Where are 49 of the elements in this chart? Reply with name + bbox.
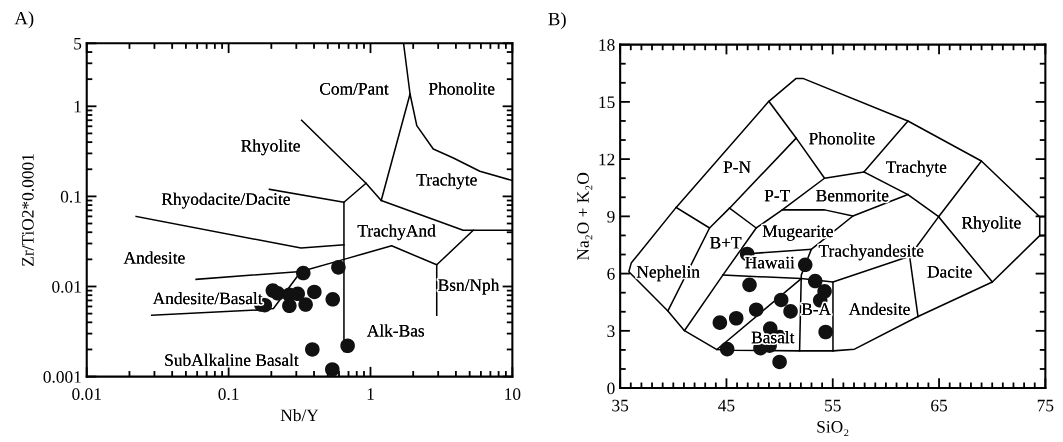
y-tick-label: 12 (599, 153, 615, 166)
annotation: P-N (723, 161, 751, 173)
annotation: P-T (764, 189, 790, 202)
x-axis-title: SiO₂ (817, 421, 849, 437)
x-tick-label: 1 (367, 388, 374, 400)
chart-title: B) (548, 12, 566, 30)
x-tick-label: 0.1 (218, 388, 239, 400)
annotation: Andesite (848, 302, 910, 315)
y-tick-label: 0.001 (43, 371, 81, 383)
annotation: Trachyte (416, 173, 477, 190)
x-tick-label: 75 (1037, 399, 1054, 412)
annotation: Phonolite (809, 132, 875, 145)
y-tick-label: 1 (74, 100, 81, 113)
annotation: Andesite/Basalt (152, 292, 263, 305)
y-tick-label: 0 (607, 382, 615, 395)
annotation: Dacite (927, 266, 972, 278)
chart-title: A) (14, 11, 34, 29)
annotation: Benmorite (816, 189, 889, 202)
annotation: Mugearite (762, 225, 833, 241)
x-tick-label: 65 (931, 399, 948, 412)
annotation: Hawaii (745, 256, 795, 269)
y-tick-label: 3 (607, 325, 615, 338)
annotation: Andesite (123, 251, 185, 264)
y-tick-label: 0.1 (60, 190, 81, 203)
y-tick-label: 6 (607, 268, 615, 280)
annotation: Phonolite (428, 82, 495, 95)
x-tick-label: 10 (505, 388, 521, 400)
annotation: Alk-Bas (366, 324, 425, 337)
x-tick-label: 55 (825, 399, 841, 412)
y-axis-title: Zr/TiO2*0.0001 (22, 154, 34, 266)
annotation: SubAlkaline Basalt (165, 353, 299, 366)
annotation: B-A (801, 303, 831, 315)
annotation: B+T (710, 236, 742, 249)
y-tick-label: 5 (74, 37, 82, 50)
x-axis-title: Nb/Y (280, 409, 319, 422)
annotation: Rhyolite (241, 139, 300, 156)
x-tick-label: 45 (718, 399, 735, 412)
annotation: Trachyte (886, 160, 947, 177)
annotation: Rhyodacite/Dacite (161, 192, 290, 209)
y-axis-title: Na₂O + K₂O (577, 172, 593, 261)
annotation: Bsn/Nph (438, 278, 500, 295)
x-tick-label: 35 (612, 399, 629, 412)
y-tick-label: 15 (599, 96, 615, 109)
annotation: Rhyolite (961, 216, 1021, 233)
annotation: Com/Pant (320, 82, 389, 95)
y-tick-label: 18 (599, 39, 615, 51)
annotation: TrachyAnd (357, 224, 436, 241)
y-tick-label: 0.01 (52, 280, 81, 293)
y-tick-label: 9 (607, 210, 615, 223)
